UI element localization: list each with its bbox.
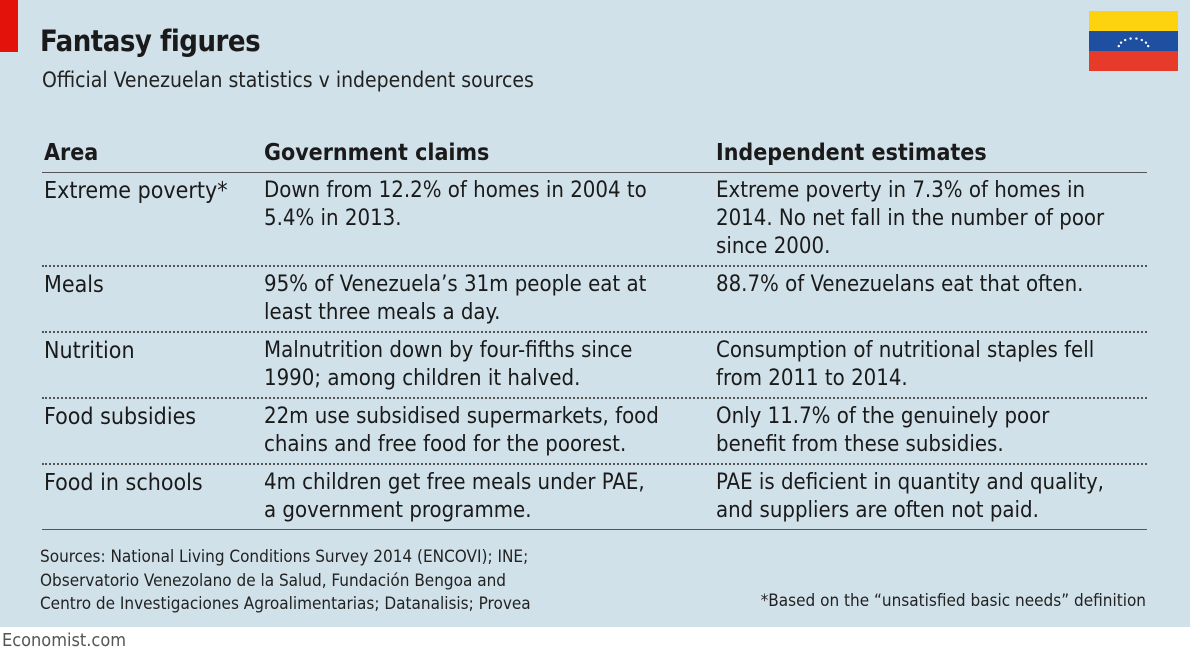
chart-panel: Fantasy figures Official Venezuelan stat…	[0, 0, 1190, 627]
chart-title: Fantasy figures	[40, 24, 261, 58]
row-government-claim-line: Malnutrition down by four-fifths since	[264, 338, 633, 363]
row-government-claim: 4m children get free meals under PAE, a g…	[264, 469, 694, 525]
row-area-label: Nutrition	[44, 338, 135, 364]
flag-star	[1119, 41, 1123, 44]
column-header-area: Area	[44, 140, 99, 166]
row-independent-estimate: Only 11.7% of the genuinely poor benefit …	[716, 403, 1146, 459]
row-independent-estimate-line: PAE is deficient in quantity and quality…	[716, 470, 1104, 495]
row-government-claim-line: 95% of Venezuela’s 31m people eat at	[264, 272, 647, 297]
sources-line: Sources: National Living Conditions Surv…	[40, 547, 529, 567]
row-government-claim-line: Down from 12.2% of homes in 2004 to	[264, 178, 647, 203]
sources-line: Centro de Investigaciones Agroalimentari…	[40, 594, 531, 614]
chart-subtitle: Official Venezuelan statistics v indepen…	[42, 68, 534, 92]
row-government-claim-line: least three meals a day.	[264, 300, 501, 325]
table-header: Area Government claims Independent estim…	[42, 138, 1147, 173]
row-government-claim-line: chains and free food for the poorest.	[264, 432, 627, 457]
column-header-government: Government claims	[264, 140, 490, 166]
row-government-claim: Malnutrition down by four-fifths since 19…	[264, 337, 694, 393]
flag-star	[1135, 37, 1138, 40]
row-government-claim-line: 22m use subsidised supermarkets, food	[264, 404, 659, 429]
table-body: Extreme poverty* Down from 12.2% of homes…	[42, 173, 1147, 530]
flag-star	[1123, 38, 1127, 42]
row-independent-estimate: 88.7% of Venezuelans eat that often.	[716, 271, 1146, 299]
flag-star	[1140, 38, 1144, 42]
row-government-claim: Down from 12.2% of homes in 2004 to 5.4% …	[264, 177, 694, 233]
brand-label: Economist.com	[2, 630, 126, 651]
row-government-claim-line: 5.4% in 2013.	[264, 206, 402, 231]
row-independent-estimate-line: benefit from these subsidies.	[716, 432, 1004, 457]
venezuela-flag-icon	[1089, 11, 1178, 71]
column-header-independent: Independent estimates	[716, 140, 987, 166]
footnote: *Based on the “unsatisfied basic needs” …	[760, 591, 1146, 611]
row-government-claim-line: a government programme.	[264, 498, 532, 523]
flag-star	[1117, 44, 1120, 48]
row-independent-estimate-line: since 2000.	[716, 234, 831, 259]
row-independent-estimate-line: Consumption of nutritional staples fell	[716, 338, 1095, 363]
flag-star	[1129, 37, 1132, 40]
row-area-label: Food subsidies	[44, 404, 197, 430]
row-area-label: Extreme poverty*	[44, 178, 228, 204]
table-row: Food in schools 4m children get free meal…	[42, 465, 1147, 530]
table-row: Nutrition Malnutrition down by four-fifth…	[42, 333, 1147, 399]
row-government-claim-line: 4m children get free meals under PAE,	[264, 470, 645, 495]
row-independent-estimate-line: 2014. No net fall in the number of poor	[716, 206, 1105, 231]
row-independent-estimate-line: and suppliers are often not paid.	[716, 498, 1039, 523]
row-government-claim-line: 1990; among children it halved.	[264, 366, 581, 391]
sources-note: Sources: National Living Conditions Surv…	[40, 546, 640, 617]
flag-star	[1144, 41, 1148, 44]
table-row: Extreme poverty* Down from 12.2% of homes…	[42, 173, 1147, 267]
row-independent-estimate-line: from 2011 to 2014.	[716, 366, 908, 391]
table-row: Meals 95% of Venezuela’s 31m people eat a…	[42, 267, 1147, 333]
row-independent-estimate: PAE is deficient in quantity and quality…	[716, 469, 1146, 525]
row-independent-estimate-line: Extreme poverty in 7.3% of homes in	[716, 178, 1085, 203]
row-independent-estimate-line: Only 11.7% of the genuinely poor	[716, 404, 1050, 429]
row-area-label: Food in schools	[44, 470, 203, 496]
table-row: Food subsidies 22m use subsidised superma…	[42, 399, 1147, 465]
red-accent-tab	[0, 0, 18, 52]
flag-star	[1147, 44, 1150, 48]
sources-line: Observatorio Venezolano de la Salud, Fun…	[40, 570, 506, 591]
row-independent-estimate: Consumption of nutritional staples fell f…	[716, 337, 1146, 393]
row-independent-estimate: Extreme poverty in 7.3% of homes in 2014.…	[716, 177, 1146, 261]
comparison-table: Area Government claims Independent estim…	[42, 138, 1147, 530]
row-government-claim: 22m use subsidised supermarkets, food cha…	[264, 403, 694, 459]
row-independent-estimate-line: 88.7% of Venezuelans eat that often.	[716, 272, 1084, 297]
flag-stars	[1117, 37, 1150, 48]
row-area-label: Meals	[44, 272, 104, 298]
row-government-claim: 95% of Venezuela’s 31m people eat at leas…	[264, 271, 694, 327]
